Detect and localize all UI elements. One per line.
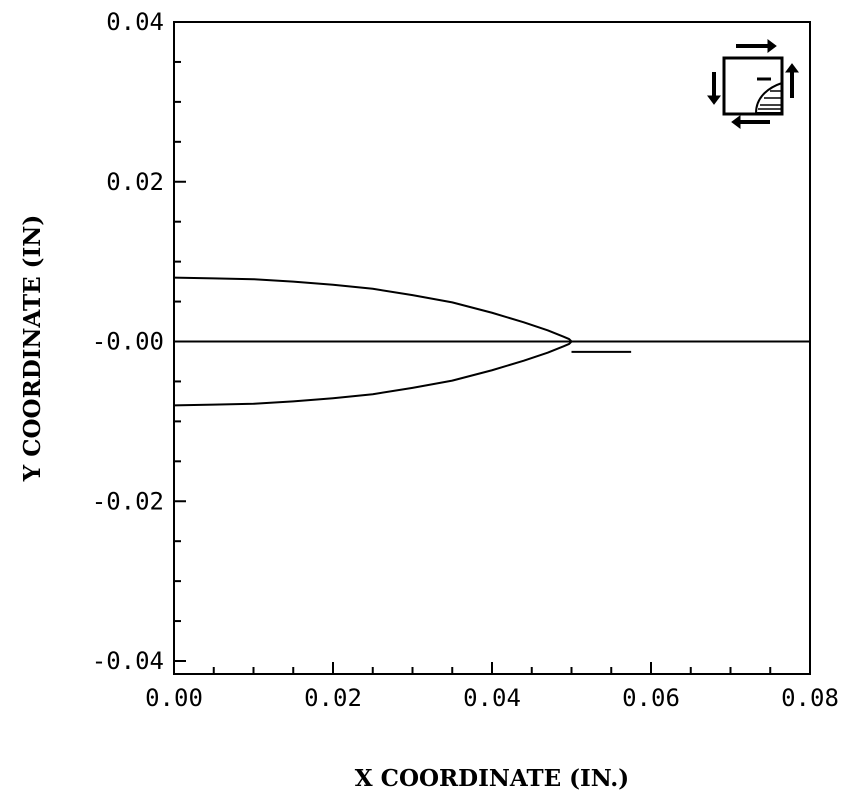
x-tick-label: 0.02 xyxy=(304,684,362,712)
x-tick-label: 0.06 xyxy=(622,684,680,712)
series-layer xyxy=(173,276,810,407)
x-axis-title: X COORDINATE (IN.) xyxy=(355,765,629,792)
shear-loading-inset-icon xyxy=(707,39,799,129)
y-tick-label: -0.00 xyxy=(92,328,164,356)
crack-lower-surface-line xyxy=(173,340,573,407)
x-tick-label: 0.04 xyxy=(463,684,521,712)
y-axis-title: Y COORDINATE (IN) xyxy=(19,215,46,482)
y-tick-label: -0.04 xyxy=(92,647,164,675)
x-tick-label: 0.08 xyxy=(781,684,839,712)
tick-marks xyxy=(173,21,811,674)
crack-upper-surface-line xyxy=(173,276,573,343)
y-tick-label: 0.02 xyxy=(106,168,164,196)
x-tick-label: 0.00 xyxy=(145,684,203,712)
y-tick-label: 0.04 xyxy=(106,8,164,36)
y-tick-label: -0.02 xyxy=(92,487,164,515)
plot-frame xyxy=(173,21,811,675)
